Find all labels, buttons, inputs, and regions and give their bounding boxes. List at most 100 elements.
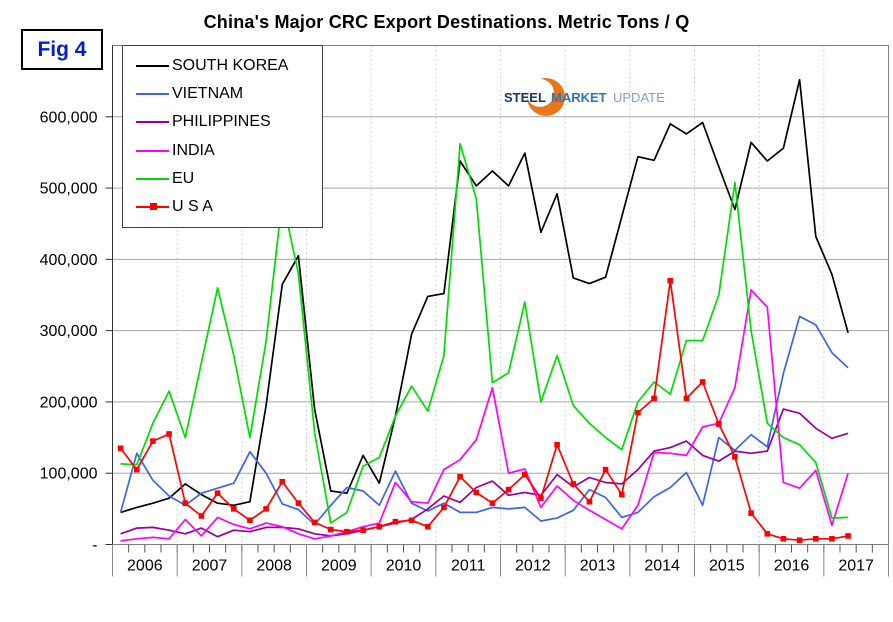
logo-word-steel: STEEL: [504, 90, 546, 105]
data-marker-u-s-a: [408, 517, 415, 524]
data-marker-u-s-a: [683, 395, 690, 402]
x-axis-year-label: 2006: [127, 558, 163, 575]
data-marker-u-s-a: [198, 513, 205, 519]
legend-swatch-south-korea: [136, 65, 169, 68]
logo-word-market: MARKET: [551, 90, 607, 105]
legend-label: SOUTH KOREA: [172, 57, 289, 75]
x-axis-year-label: 2012: [515, 558, 551, 575]
data-marker-u-s-a: [327, 526, 334, 533]
x-axis-year-label: 2008: [256, 558, 292, 575]
chart-legend: SOUTH KOREA VIETNAM PHILIPPINES INDIA EU…: [122, 45, 323, 228]
data-marker-u-s-a: [521, 471, 528, 478]
data-marker-u-s-a: [538, 495, 544, 501]
data-marker-u-s-a: [505, 486, 512, 493]
series-line-u-s-a: [119, 279, 849, 542]
legend-swatch-usa: [136, 203, 169, 211]
data-marker-u-s-a: [699, 379, 706, 385]
x-axis-year-label: 2015: [709, 558, 745, 575]
data-marker-u-s-a: [812, 535, 819, 542]
y-axis-tick-label: 100,000: [40, 466, 98, 483]
legend-item-philippines: PHILIPPINES: [136, 109, 322, 135]
data-marker-u-s-a: [441, 504, 447, 511]
data-marker-u-s-a: [796, 537, 803, 544]
data-marker-u-s-a: [279, 478, 286, 485]
legend-label: PHILIPPINES: [172, 113, 271, 131]
y-axis-tick-label: 200,000: [40, 394, 98, 411]
legend-item-south-korea: SOUTH KOREA: [136, 53, 322, 79]
x-axis-year-label: 2009: [321, 558, 357, 575]
y-axis-tick-label: 300,000: [40, 323, 98, 340]
x-axis-year-label: 2017: [838, 558, 874, 575]
data-marker-u-s-a: [618, 491, 625, 498]
data-marker-u-s-a: [764, 531, 771, 537]
data-marker-u-s-a: [586, 498, 593, 505]
x-axis-year-label: 2014: [644, 558, 680, 575]
data-marker-u-s-a: [748, 510, 754, 516]
data-marker-u-s-a: [360, 527, 366, 534]
x-axis-year-label: 2007: [192, 558, 228, 575]
legend-item-usa: U S A: [136, 194, 322, 220]
legend-swatch-vietnam: [136, 93, 169, 96]
data-marker-u-s-a: [392, 518, 399, 525]
legend-swatch-eu: [136, 177, 169, 180]
data-marker-u-s-a: [715, 421, 722, 427]
legend-item-vietnam: VIETNAM: [136, 81, 322, 107]
data-marker-u-s-a: [780, 535, 787, 542]
data-marker-u-s-a: [214, 490, 221, 496]
legend-label: U S A: [172, 197, 213, 215]
logo-word-update: UPDATE: [613, 90, 665, 105]
figure-label-box: Fig 4: [21, 29, 103, 70]
y-axis-tick-label: 600,000: [40, 109, 98, 126]
legend-label: INDIA: [172, 141, 215, 159]
data-marker-u-s-a: [344, 528, 350, 535]
data-marker-u-s-a: [602, 466, 609, 473]
series-line-south-korea: [120, 78, 849, 514]
series-line-india: [120, 289, 849, 542]
data-marker-u-s-a: [829, 535, 835, 542]
series-line-eu: [120, 143, 849, 524]
data-marker-u-s-a: [133, 466, 140, 473]
data-marker-u-s-a: [732, 454, 738, 460]
data-marker-u-s-a: [311, 519, 318, 526]
legend-swatch-india: [136, 149, 169, 152]
data-marker-u-s-a: [667, 277, 674, 284]
data-marker-u-s-a: [651, 395, 657, 402]
steel-market-update-logo: STEEL MARKET UPDATE: [504, 78, 665, 116]
x-axis-year-label: 2010: [386, 558, 422, 575]
data-marker-u-s-a: [166, 431, 172, 437]
crescent-icon: [526, 78, 565, 116]
series-line-vietnam: [119, 315, 849, 526]
data-marker-u-s-a: [376, 523, 383, 530]
data-marker-u-s-a: [247, 517, 253, 524]
y-axis-tick-label: 400,000: [40, 252, 98, 269]
data-marker-u-s-a: [845, 533, 851, 539]
data-marker-u-s-a: [489, 500, 496, 506]
legend-usa-square-marker: [150, 203, 157, 211]
chart-title: China's Major CRC Export Destinations. M…: [203, 12, 690, 32]
data-marker-u-s-a: [635, 409, 641, 416]
y-axis-tick-label: 500,000: [40, 181, 98, 198]
data-marker-u-s-a: [263, 506, 269, 512]
data-marker-u-s-a: [182, 500, 189, 506]
data-marker-u-s-a: [230, 506, 237, 512]
legend-item-india: INDIA: [136, 138, 322, 164]
data-marker-u-s-a: [424, 523, 431, 530]
data-marker-u-s-a: [117, 445, 124, 452]
data-marker-u-s-a: [150, 438, 156, 444]
data-marker-u-s-a: [295, 500, 302, 506]
y-axis-tick-label: -: [92, 537, 97, 554]
series-line-philippines: [120, 408, 849, 538]
x-axis-year-label: 2016: [774, 558, 810, 575]
legend-swatch-philippines: [136, 121, 169, 124]
data-marker-u-s-a: [457, 473, 463, 480]
legend-label: EU: [172, 169, 195, 187]
x-axis-year-label: 2013: [580, 558, 616, 575]
legend-label: VIETNAM: [172, 85, 244, 103]
data-marker-u-s-a: [570, 481, 577, 487]
figure-label: Fig 4: [37, 37, 87, 61]
data-marker-u-s-a: [554, 441, 560, 448]
data-marker-u-s-a: [473, 489, 480, 496]
x-axis-year-label: 2011: [451, 558, 486, 575]
